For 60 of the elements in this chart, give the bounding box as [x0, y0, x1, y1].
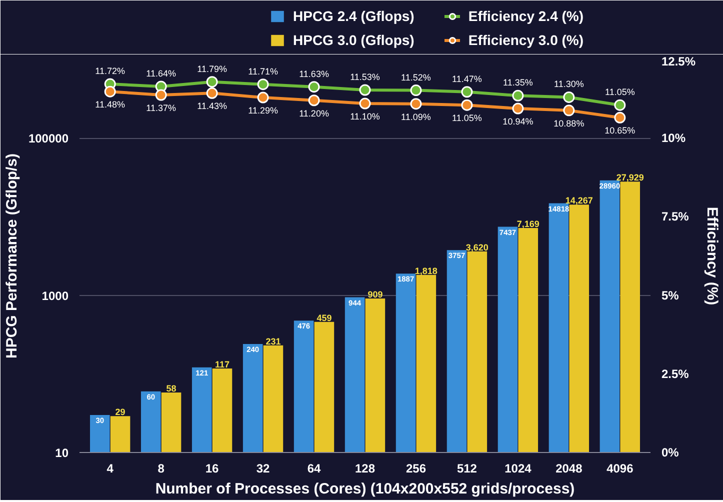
data-label: 3,620: [466, 242, 488, 252]
legend-label: HPCG 3.0 (Gflops): [293, 32, 414, 48]
x-tick-label: 1024: [504, 462, 532, 476]
data-label: 11.52%: [401, 72, 431, 82]
data-label: 10.65%: [604, 126, 636, 136]
data-label: 11.05%: [604, 87, 635, 98]
data-label: 11.05%: [452, 113, 482, 124]
data-label: 11.47%: [452, 74, 482, 84]
data-label: 27,929: [616, 172, 644, 183]
x-axis-title: Number of Processes (Cores) (104x200x552 grids/process): [155, 480, 575, 498]
data-label: 11.48%: [95, 100, 126, 110]
y-tick-label: 100000: [28, 132, 69, 146]
data-label: 459: [316, 312, 332, 323]
x-tick-label: 128: [354, 462, 376, 476]
data-label: 11.63%: [299, 68, 329, 79]
data-label: 10.88%: [554, 118, 584, 128]
data-label: 58: [166, 383, 176, 394]
x-tick-label: 4: [106, 462, 114, 476]
data-label: 11.71%: [248, 66, 278, 76]
x-tick-label: 16: [205, 462, 220, 476]
data-label: 11.35%: [503, 78, 533, 88]
y2-tick-label: 10%: [662, 131, 686, 146]
y-axis-title: HPCG Performance (Gflop/s): [3, 153, 20, 359]
x-tick-label: 2048: [556, 462, 583, 476]
data-label: 11.37%: [146, 103, 176, 114]
data-label: 11.72%: [95, 66, 126, 76]
x-tick-label: 8: [158, 462, 165, 476]
data-label: 11.29%: [248, 106, 278, 116]
data-label: 231: [266, 336, 281, 346]
x-tick-label: 512: [456, 462, 478, 476]
y2-tick-label: 7.5%: [662, 210, 690, 224]
data-label: 1,818: [414, 266, 438, 276]
data-label: 11.20%: [299, 108, 329, 118]
data-label: 7,169: [516, 219, 540, 230]
y-tick-label: 10: [55, 446, 69, 460]
x-tick-label: 256: [406, 462, 426, 476]
data-label: 11.53%: [350, 72, 380, 82]
x-tick-label: 4096: [606, 462, 634, 476]
data-label: 11.30%: [554, 79, 584, 90]
y2-tick-label: 5%: [662, 288, 680, 302]
y2-tick-label: 2.5%: [662, 366, 690, 381]
legend-label: HPCG 2.4 (Gflops): [293, 8, 414, 24]
data-label: 117: [214, 360, 230, 370]
x-tick-label: 64: [307, 462, 322, 476]
data-label: 10.94%: [502, 116, 534, 127]
data-label: 14,267: [565, 196, 593, 206]
data-label: 11.10%: [350, 112, 380, 122]
legend-label: Efficiency 3.0 (%): [468, 32, 584, 48]
data-label: 11.64%: [146, 68, 176, 79]
y2-tick-label: 12.5%: [662, 54, 696, 68]
data-label: 11.43%: [197, 101, 227, 112]
y2-axis-title: Efficiency (%): [704, 206, 721, 306]
data-label: 909: [368, 290, 383, 300]
data-label: 11.79%: [197, 64, 227, 74]
legend-label: Efficiency 2.4 (%): [468, 8, 584, 24]
x-tick-label: 32: [256, 462, 270, 476]
y-tick-label: 1000: [42, 288, 69, 303]
y2-tick-label: 0%: [662, 446, 680, 460]
data-label: 29: [115, 407, 126, 418]
data-label: 11.09%: [401, 112, 431, 122]
